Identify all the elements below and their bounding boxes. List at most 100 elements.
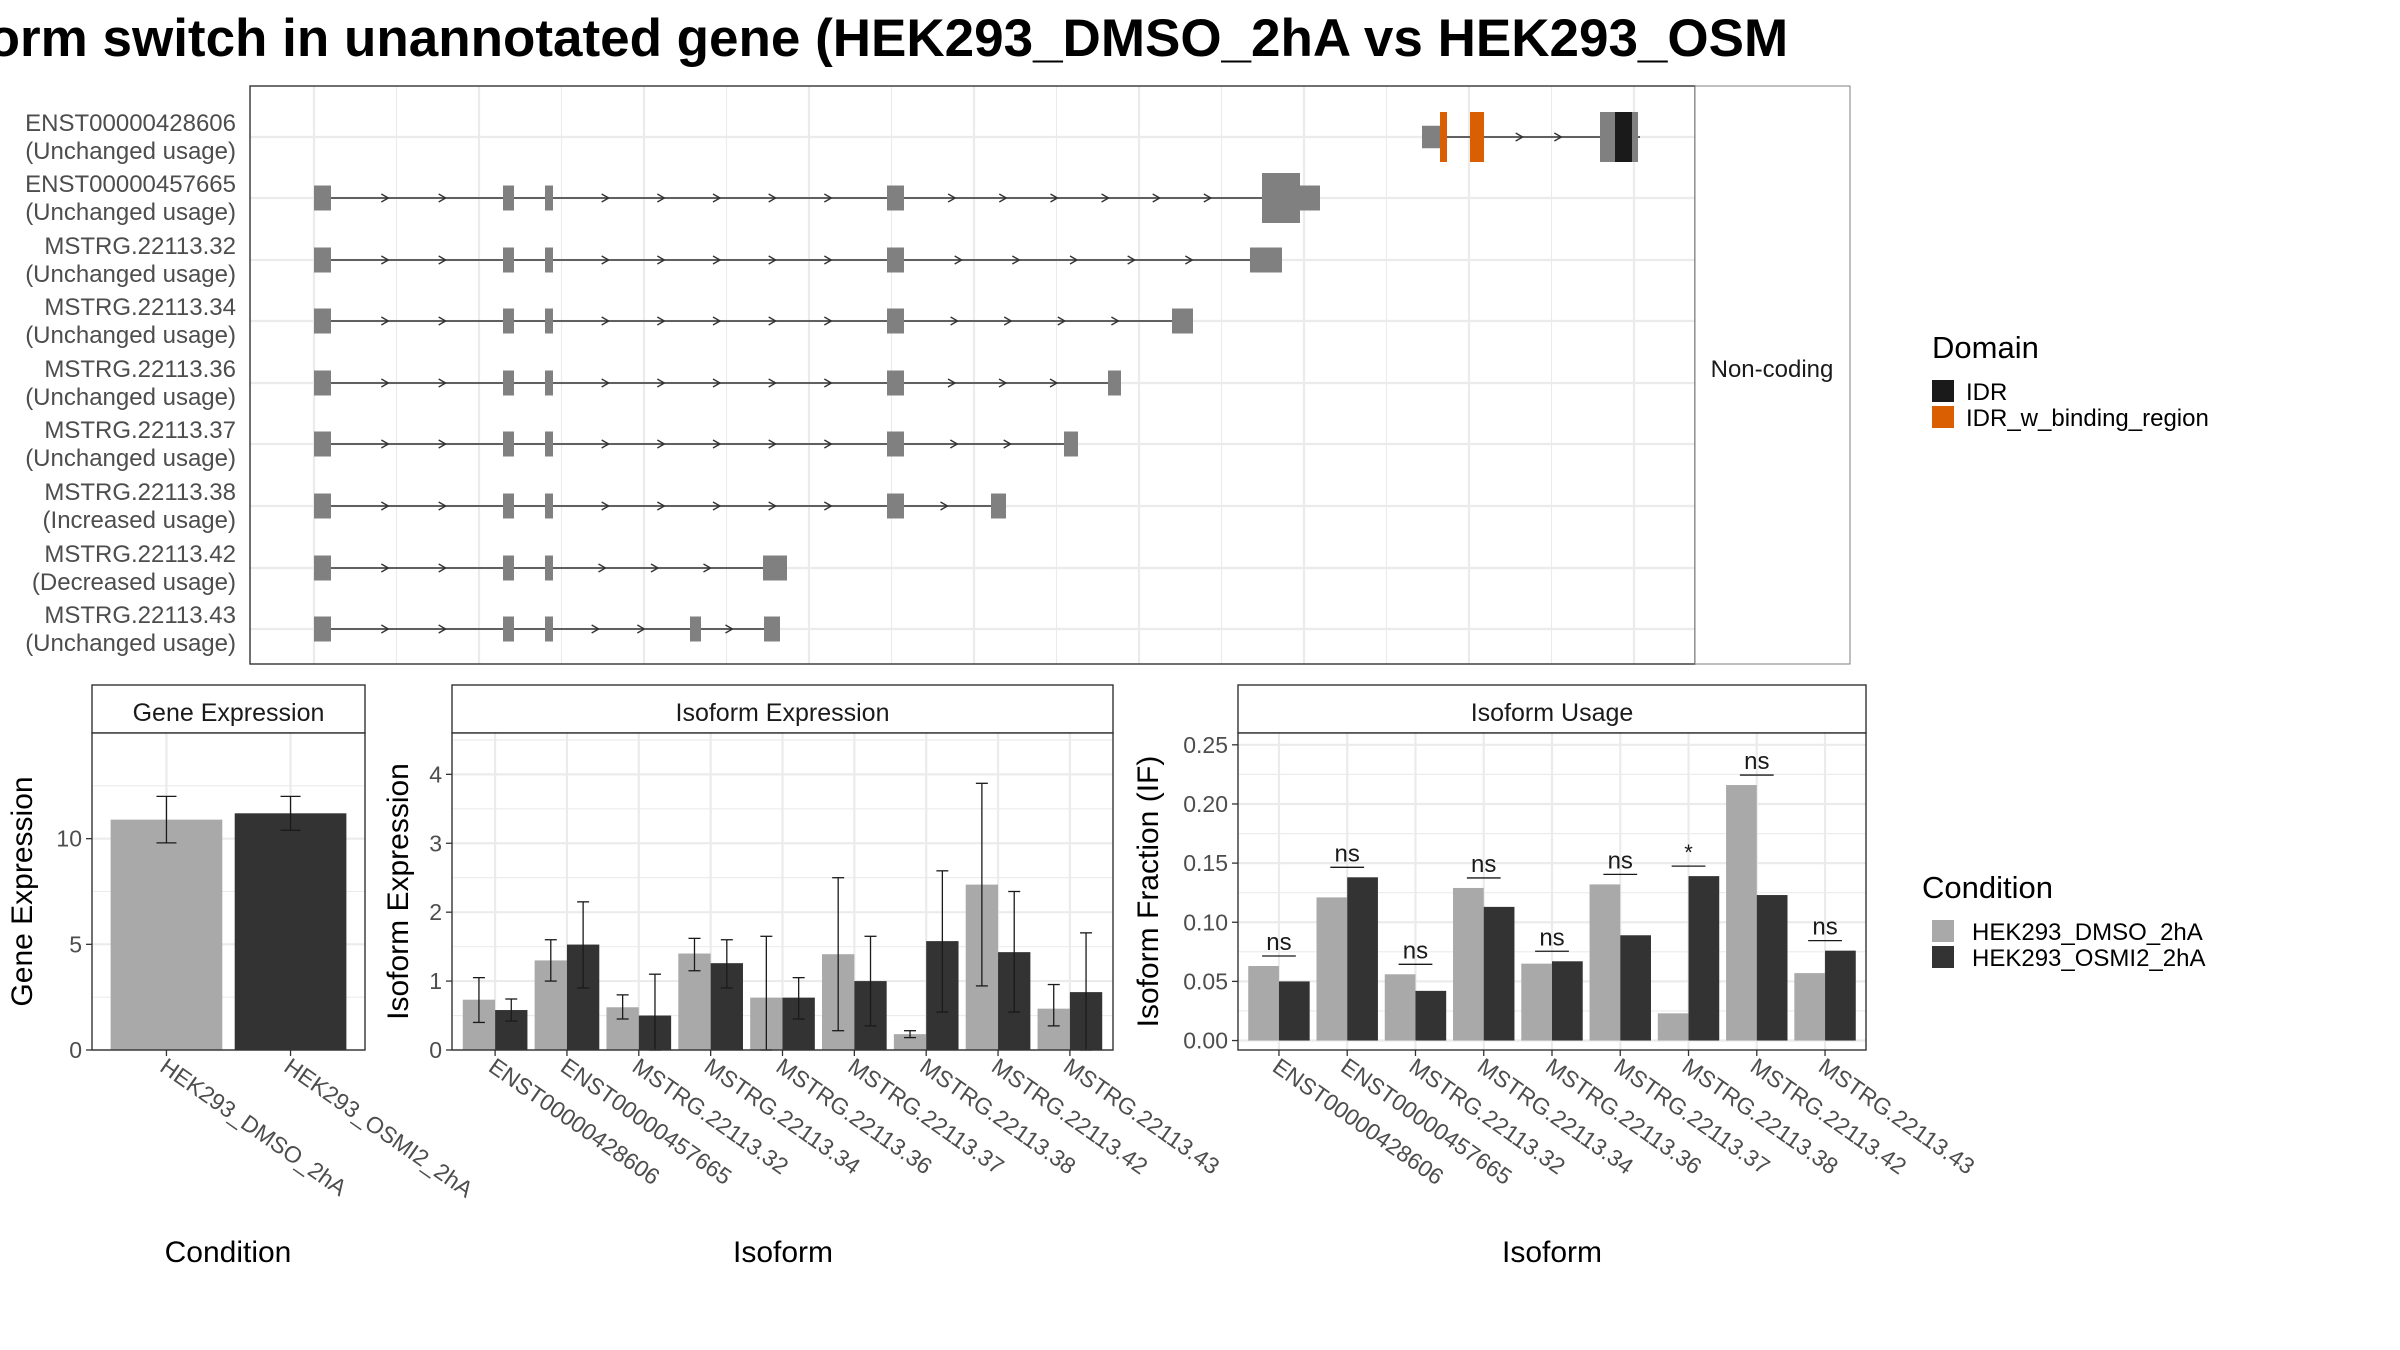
transcript-id-label: MSTRG.22113.36 (44, 356, 236, 383)
intron-arrow (940, 501, 949, 511)
exon (1300, 185, 1320, 211)
exon (690, 616, 701, 642)
exon (1064, 431, 1078, 457)
condition-legend-title: Condition (1922, 870, 2053, 905)
exon (887, 185, 904, 211)
y-axis-label: Isoform Expression (382, 763, 415, 1020)
exon (887, 431, 904, 457)
significance-label: ns (1744, 748, 1769, 775)
exon (1250, 247, 1282, 273)
transcript-model-mstrg-22113-42 (314, 555, 787, 581)
intron-arrow (656, 193, 666, 203)
intron-arrow (380, 563, 390, 573)
legend-key-osmi (1932, 946, 1954, 968)
exon (314, 493, 331, 519)
intron-arrow (598, 563, 607, 573)
significance-label: ns (1539, 924, 1564, 951)
exon (545, 247, 553, 273)
intron-arrow (725, 624, 734, 634)
y-tick-label: 2 (429, 899, 442, 925)
bar-mstrg-22113-37-dmso (1589, 884, 1621, 1041)
panel-border (91, 732, 366, 1051)
intron-arrow (656, 378, 666, 388)
exon (545, 308, 553, 334)
bar-mstrg-22113-36-osmi (1552, 961, 1583, 1041)
intron-arrow (438, 193, 448, 203)
error-bar (864, 935, 877, 1027)
error-bar (577, 901, 590, 989)
transcript-id-label: MSTRG.22113.42 (44, 541, 236, 568)
legend-label-osmi: HEK293_OSMI2_2hA (1972, 945, 2205, 972)
transcript-model-mstrg-22113-34 (314, 308, 1193, 334)
transcript-model-mstrg-22113-36 (314, 370, 1121, 396)
intron-arrow (380, 624, 390, 634)
intron-arrow (768, 316, 778, 326)
y-tick-label: 0.00 (1183, 1028, 1228, 1054)
exon (503, 185, 514, 211)
intron-arrow (823, 316, 833, 326)
intron-arrow (998, 193, 1008, 203)
panel-isoform-usage: Isoform Usage ns ns ns ns ns ns * ns ns 0.00 0.05 0.… (1132, 684, 1980, 1269)
intron-arrow (1050, 193, 1059, 203)
transcript-id-label: MSTRG.22113.32 (44, 233, 236, 260)
bar-hek293-dmso-2ha (110, 819, 223, 1050)
panel-title: Isoform Expression (676, 699, 890, 727)
transcript-id-label: MSTRG.22113.43 (44, 602, 236, 629)
exon (503, 431, 514, 457)
exon (764, 616, 780, 642)
intron-arrow (712, 255, 722, 265)
error-bar (280, 795, 301, 831)
intron-arrow (947, 378, 957, 388)
intron-arrow (380, 255, 390, 265)
transcript-usage-label: (Decreased usage) (32, 569, 236, 596)
intron-arrow (768, 501, 778, 511)
exon (545, 185, 553, 211)
y-tick-label: 1 (429, 968, 442, 994)
intron-arrow (601, 316, 611, 326)
exon (314, 247, 331, 273)
bar-mstrg-22113-38-osmi (1688, 876, 1720, 1041)
error-bar (688, 937, 701, 972)
intron-arrow (636, 624, 646, 634)
error-bar (720, 939, 733, 989)
bar-mstrg-22113-34-osmi (1483, 906, 1515, 1041)
bar-enst00000428606-dmso (1248, 966, 1279, 1041)
intron-arrow (650, 563, 660, 573)
bar-mstrg-22113-37-osmi (1620, 935, 1651, 1041)
intron-arrow (438, 501, 448, 511)
transcript-structure-panel: ENST00000428606(Unchanged usage)ENST0000… (25, 85, 1696, 665)
intron-arrow (1553, 132, 1563, 142)
domain-idr-binding-region (1440, 112, 1447, 162)
error-bar (792, 976, 805, 1020)
error-bar (156, 795, 177, 844)
exon (503, 616, 514, 642)
intron-arrow (656, 316, 666, 326)
intron-arrow (656, 439, 666, 449)
exon (545, 493, 553, 519)
significance-label: ns (1471, 851, 1496, 878)
y-tick-label: 3 (429, 830, 442, 856)
intron-arrow (768, 439, 778, 449)
intron-arrow (768, 255, 778, 265)
legend-key-idr (1932, 380, 1954, 402)
intron-arrow (1069, 255, 1079, 265)
intron-arrow (823, 439, 833, 449)
exon (314, 431, 331, 457)
significance-label: ns (1403, 937, 1428, 964)
exon (1108, 370, 1121, 396)
intron-arrow (1111, 316, 1120, 326)
y-tick-label: 0.05 (1183, 968, 1228, 994)
transcript-usage-label: (Unchanged usage) (25, 138, 236, 165)
error-bar (544, 939, 557, 982)
y-tick-label: 0 (429, 1037, 442, 1063)
transcript-id-label: ENST00000428606 (25, 110, 236, 137)
exon (545, 370, 553, 396)
intron-arrow (438, 624, 448, 634)
transcript-usage-label: (Unchanged usage) (25, 322, 236, 349)
error-bar (1047, 983, 1060, 1027)
exon (314, 555, 331, 581)
exon (503, 308, 514, 334)
bar-mstrg-22113-32-dmso (1384, 974, 1416, 1041)
bar-hek293-osmi2-2ha (234, 813, 347, 1050)
